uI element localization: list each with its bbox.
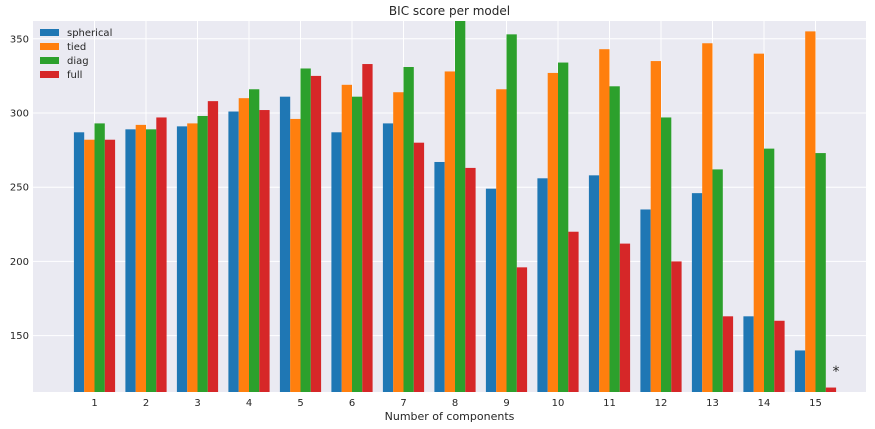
bar-tied-15 (805, 31, 816, 392)
bar-diag-3 (197, 115, 208, 392)
bar-full-11 (619, 243, 631, 392)
bar-tied-7 (393, 92, 404, 393)
bar-spherical-5 (279, 96, 291, 393)
bar-spherical-10 (537, 178, 548, 392)
bar-spherical-12 (640, 209, 651, 392)
bar-full-8 (465, 167, 476, 392)
bar-tied-8 (444, 71, 455, 393)
bars (73, 21, 837, 393)
bar-tied-10 (547, 72, 558, 392)
x-tick-label: 7 (400, 398, 406, 409)
bar-full-7 (413, 142, 425, 392)
bar-full-6 (362, 64, 373, 392)
x-tick-label: 10 (552, 398, 565, 409)
x-axis-label: Number of components (385, 410, 515, 423)
y-tick-label: 150 (10, 331, 29, 342)
chart-title: BIC score per model (389, 4, 510, 18)
bar-tied-14 (753, 53, 764, 392)
legend-swatch-tied (40, 43, 59, 50)
legend: spherical tied diag full (40, 28, 112, 81)
x-tick-label: 8 (452, 398, 458, 409)
bar-tied-5 (290, 118, 301, 392)
bar-spherical-8 (434, 161, 445, 392)
x-tick-label: 14 (758, 398, 771, 409)
bar-diag-12 (661, 117, 672, 393)
x-tick-label: 15 (809, 398, 822, 409)
x-tick-label: 4 (246, 398, 252, 409)
x-tick-label: 9 (503, 398, 509, 409)
bar-tied-9 (496, 89, 507, 392)
bar-spherical-2 (125, 129, 136, 392)
y-tick-label: 250 (10, 183, 29, 194)
bar-spherical-6 (331, 132, 342, 393)
bar-full-13 (722, 316, 734, 392)
bar-diag-8 (455, 21, 466, 392)
bar-tied-12 (650, 61, 661, 393)
bar-diag-13 (712, 169, 723, 392)
bar-diag-10 (558, 62, 569, 392)
bar-spherical-3 (176, 126, 188, 392)
y-tick-label: 350 (10, 34, 29, 45)
bar-diag-15 (815, 153, 826, 392)
legend-label-spherical: spherical (67, 28, 112, 39)
x-tick-label: 2 (143, 398, 149, 409)
legend-swatch-diag (40, 57, 59, 64)
bar-full-15 (825, 387, 837, 392)
legend-label-full: full (67, 70, 82, 81)
bar-tied-1 (84, 139, 95, 392)
x-tick-label: 12 (655, 398, 668, 409)
bar-tied-11 (599, 49, 610, 393)
bar-diag-7 (403, 67, 414, 392)
bar-spherical-7 (382, 123, 394, 393)
bar-tied-13 (702, 43, 713, 392)
y-tick-label: 200 (10, 257, 29, 268)
x-tick-labels: 1 2 3 4 5 6 7 8 9 10 11 12 13 14 15 (91, 398, 822, 409)
bar-tied-3 (187, 123, 198, 393)
legend-swatch-spherical (40, 29, 59, 36)
bar-full-5 (310, 75, 322, 393)
bar-tied-2 (135, 124, 146, 392)
x-tick-label: 5 (297, 398, 303, 409)
bar-diag-14 (764, 148, 775, 392)
bar-spherical-1 (73, 132, 85, 393)
x-tick-label: 11 (603, 398, 616, 409)
bar-spherical-14 (743, 316, 754, 392)
x-tick-label: 13 (706, 398, 719, 409)
bar-diag-6 (352, 96, 363, 393)
bar-full-3 (207, 101, 219, 393)
y-tick-labels: 150 200 250 300 350 (10, 34, 29, 342)
bar-full-9 (516, 267, 528, 392)
bar-full-1 (104, 139, 116, 392)
x-tick-label: 6 (349, 398, 355, 409)
legend-swatch-full (40, 71, 59, 78)
bar-full-12 (671, 261, 682, 392)
x-tick-label: 3 (194, 398, 200, 409)
bar-full-14 (774, 320, 785, 392)
bar-diag-11 (609, 86, 620, 393)
bar-full-10 (568, 231, 579, 392)
bar-diag-4 (249, 89, 260, 392)
bar-spherical-9 (485, 188, 497, 392)
bar-spherical-4 (228, 111, 239, 393)
bar-spherical-13 (691, 193, 703, 392)
bar-diag-1 (94, 123, 105, 393)
legend-label-tied: tied (67, 42, 86, 53)
bar-spherical-15 (794, 350, 806, 392)
bar-diag-2 (146, 129, 157, 392)
bar-tied-4 (238, 98, 249, 392)
bar-full-4 (259, 110, 270, 392)
bar-full-2 (156, 117, 167, 393)
bar-diag-5 (300, 68, 311, 392)
x-tick-label: 1 (91, 398, 97, 409)
y-tick-label: 300 (10, 109, 29, 120)
best-model-marker: * (832, 364, 839, 380)
bar-spherical-11 (588, 175, 600, 392)
bar-diag-9 (506, 34, 517, 393)
legend-label-diag: diag (67, 56, 89, 67)
bar-tied-6 (341, 84, 352, 392)
